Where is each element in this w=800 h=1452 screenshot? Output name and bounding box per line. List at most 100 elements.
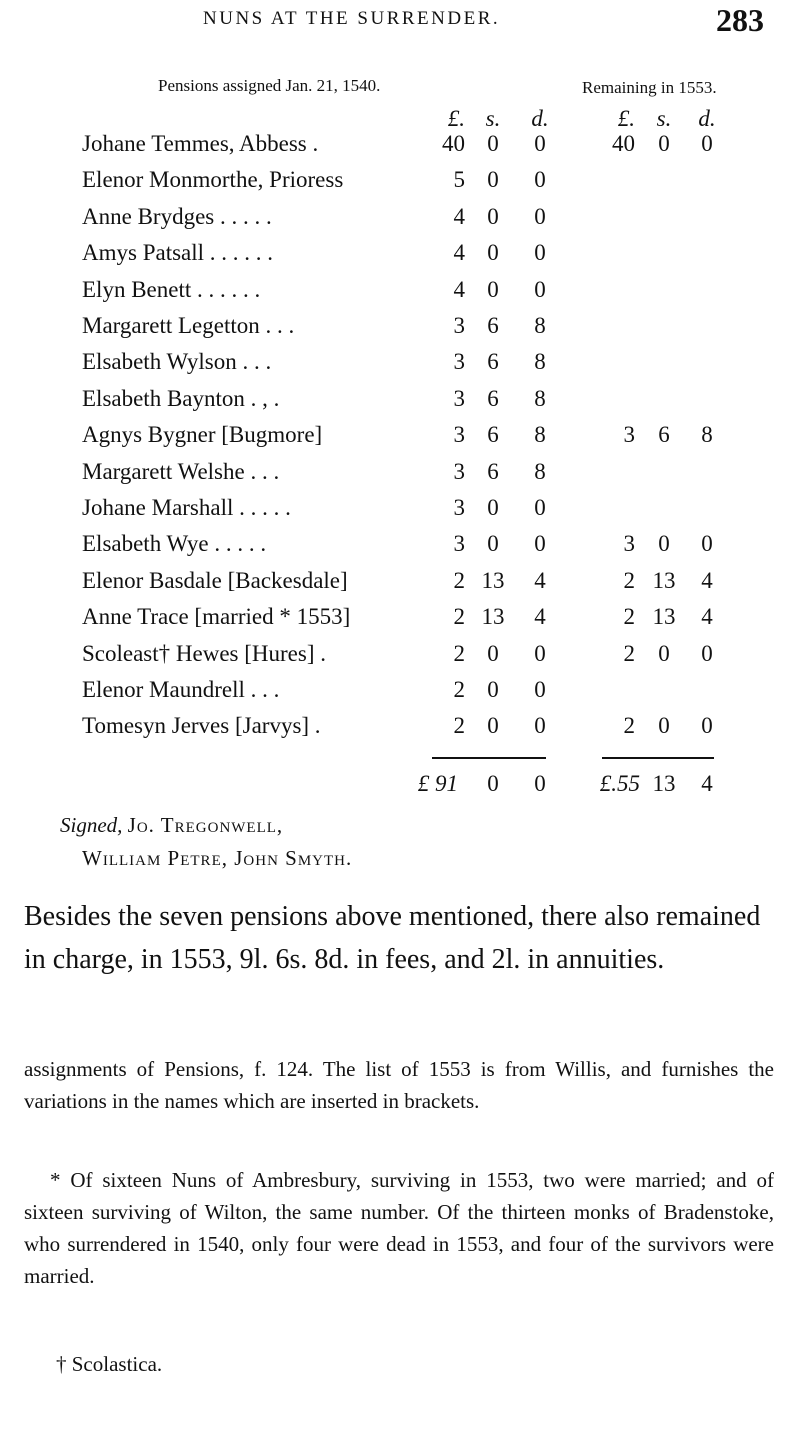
nun-name: Margarett Welshe . . . [82, 458, 280, 484]
nun-name: Scoleast† Hewes [Hures] . [82, 640, 326, 666]
nun-name: Elsabeth Wye . . . . . [82, 531, 267, 557]
pounds-1540: 3 [453, 458, 466, 484]
pence-1540: 8 [534, 458, 546, 484]
shillings-1540: 6 [487, 422, 499, 448]
total-rule-1540 [432, 757, 546, 759]
shillings-1553: 13 [652, 604, 676, 630]
pence-1553: 0 [701, 640, 713, 666]
pounds-1553: 2 [623, 713, 636, 739]
pounds-1540: 3 [453, 495, 466, 520]
nun-name: Elsabeth Wylson . . . [82, 349, 272, 375]
shillings-1553: 13 [652, 567, 676, 593]
pounds-1553: 2 [623, 567, 636, 593]
shillings-1540: 0 [487, 240, 499, 266]
pence-1553: 4 [701, 567, 713, 593]
shillings-1540: 0 [487, 131, 499, 156]
nun-name: Anne Trace [married * 1553] [82, 604, 351, 630]
pounds-1540: 4 [453, 276, 466, 302]
pence-1553: 0 [701, 131, 713, 156]
pence-1540: 0 [534, 203, 546, 229]
nun-name: Elenor Maundrell . . . [82, 677, 280, 702]
pounds-1540: 5 [453, 167, 466, 193]
total-1540-shillings: 0 [487, 771, 499, 796]
pounds-1540: 2 [453, 567, 466, 593]
pounds-1553: 40 [612, 131, 635, 156]
shillings-1540: 0 [487, 495, 499, 520]
shillings-1540: 0 [487, 531, 499, 557]
pence-1540: 0 [534, 131, 546, 156]
pounds-1540: 3 [453, 349, 466, 375]
pence-1540: 0 [534, 677, 546, 702]
unit-pence-1553: d. [698, 106, 716, 131]
pence-1540: 0 [534, 240, 546, 266]
pounds-1540: 2 [453, 713, 466, 739]
pounds-1540: 3 [453, 422, 466, 448]
nun-name: Amys Patsall . . . . . . [82, 240, 274, 266]
shillings-1553: 0 [658, 640, 670, 666]
table-row: Agnys Bygner [Bugmore] 3 6 8 3 6 8 [0, 422, 800, 458]
shillings-1553: 6 [658, 422, 670, 448]
pounds-1540: 40 [442, 131, 465, 156]
shillings-1540: 0 [487, 677, 499, 702]
shillings-1540: 13 [481, 604, 505, 630]
pence-1553: 0 [701, 713, 713, 739]
pounds-1553: 3 [623, 531, 636, 557]
total-1540-pence: 0 [534, 771, 546, 796]
total-1553-shillings: 13 [652, 771, 676, 796]
pence-1540: 8 [534, 349, 546, 375]
nun-name: Elsabeth Baynton . , . [82, 385, 280, 411]
pounds-1540: 3 [453, 313, 466, 338]
unit-shillings-1553: s. [656, 106, 672, 131]
pounds-1540: 4 [453, 240, 466, 266]
heading-1540: Pensions assigned Jan. 21, 1540. [158, 76, 381, 95]
nun-name: Agnys Bygner [Bugmore] [82, 422, 323, 448]
total-rule-1553 [602, 757, 714, 759]
signatory: Jo. Tregonwell, [127, 813, 284, 837]
pounds-1540: 2 [453, 640, 466, 666]
total-1553-pounds: £.55 [599, 771, 640, 796]
nun-name: Johane Temmes, Abbess . [82, 131, 319, 156]
footnote-dagger: † Scolastica. [56, 1352, 163, 1376]
pounds-1540: 3 [453, 385, 466, 411]
pence-1540: 8 [534, 313, 546, 338]
unit-pence: d. [531, 106, 549, 131]
nun-name: Tomesyn Jerves [Jarvys] . [82, 713, 321, 739]
total-1553-pence: 4 [701, 771, 713, 796]
nun-name: Johane Marshall . . . . . [82, 495, 291, 520]
shillings-1553: 0 [658, 713, 670, 739]
pounds-1540: 2 [453, 677, 466, 702]
pounds-1540: 4 [453, 203, 466, 229]
pence-1553: 0 [701, 531, 713, 557]
pence-1540: 8 [534, 385, 546, 411]
running-title: NUNS AT THE SURRENDER. [203, 8, 501, 29]
pounds-1540: 3 [453, 531, 466, 557]
shillings-1540: 13 [481, 567, 505, 593]
heading-1553: Remaining in 1553. [582, 78, 717, 97]
shillings-1540: 0 [487, 276, 499, 302]
shillings-1540: 0 [487, 713, 499, 739]
pounds-1553: 3 [623, 422, 636, 448]
table-row: Johane Temmes, Abbess . 40 0 0 40 0 0 [0, 131, 800, 167]
table-row: Anne Trace [married * 1553] 2 13 4 2 13 4 [0, 604, 800, 640]
total-1540-pounds: £ 91 [417, 771, 458, 796]
pounds-1540: 2 [453, 604, 466, 630]
pence-1540: 0 [534, 640, 546, 666]
unit-pounds-1553: £. [617, 106, 635, 131]
shillings-1553: 0 [658, 531, 670, 557]
pence-1540: 0 [534, 167, 546, 193]
pence-1540: 4 [534, 604, 546, 630]
unit-header-row: £. s. d. £. s. d. [0, 106, 800, 142]
signature-line-1: Signed, Jo. Tregonwell, [60, 813, 283, 838]
